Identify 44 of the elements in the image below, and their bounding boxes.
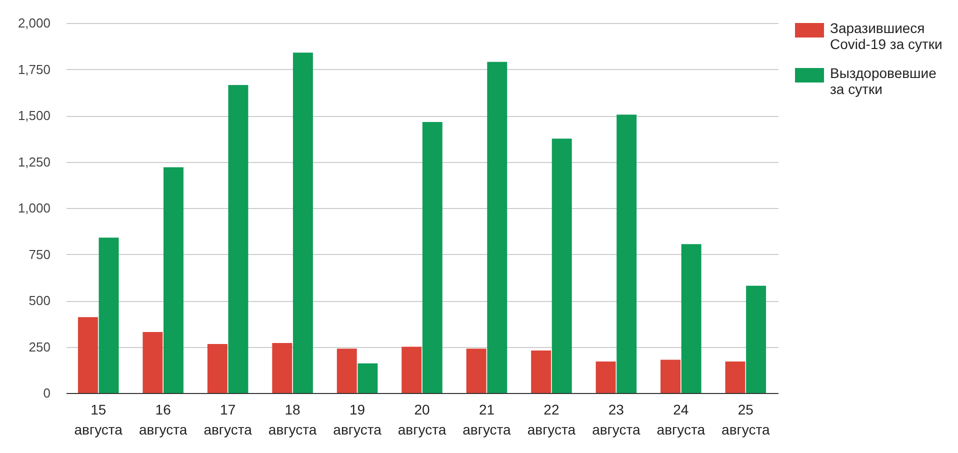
x-tick-label: 23 августа [592, 402, 640, 438]
bar [746, 286, 766, 393]
bar [292, 52, 313, 393]
y-tick-label: 500 [28, 293, 50, 308]
bar [616, 114, 637, 393]
y-tick-label: 1,750 [18, 62, 50, 77]
y-tick-label: 0 [43, 386, 50, 400]
x-tick-label: 24 августа [656, 402, 706, 438]
y-tick-label: 750 [28, 246, 50, 262]
bar [681, 244, 702, 393]
legend-label: Заразившиеся Covid-19 за сутки [830, 20, 942, 52]
y-tick-label: 250 [28, 339, 50, 354]
bar [142, 332, 163, 393]
x-tick-label: 19 августа [333, 402, 382, 438]
bar [78, 317, 98, 393]
legend-label: Выздоровевшие за сутки [830, 65, 937, 97]
y-tick-label: 1,500 [18, 108, 50, 123]
bar [336, 348, 357, 393]
x-tick-label: 21 августа [462, 402, 512, 438]
bar [466, 348, 486, 393]
bar [272, 343, 292, 393]
bar [164, 167, 184, 393]
y-tick-label: 1,250 [18, 154, 50, 170]
bar [487, 62, 508, 393]
y-tick-label: 2,000 [18, 16, 50, 30]
bar [725, 362, 746, 393]
bar [402, 346, 422, 393]
bar [552, 138, 572, 393]
bar [358, 363, 378, 393]
x-tick-label: 16 августа [138, 402, 188, 438]
y-tick-label: 1,000 [18, 200, 50, 216]
bar [660, 360, 680, 393]
bar [207, 344, 228, 393]
x-tick-label: 22 августа [527, 402, 576, 438]
x-tick-label: 15 августа [74, 402, 123, 438]
bar [422, 122, 442, 393]
bar [228, 84, 248, 393]
bar [531, 350, 552, 393]
x-tick-label: 18 августа [268, 402, 317, 438]
bar [98, 238, 119, 393]
x-tick-label: 17 августа [204, 402, 252, 438]
x-tick-label: 20 августа [398, 402, 446, 438]
x-tick-label: 25 августа [722, 402, 770, 438]
bar [596, 362, 616, 393]
